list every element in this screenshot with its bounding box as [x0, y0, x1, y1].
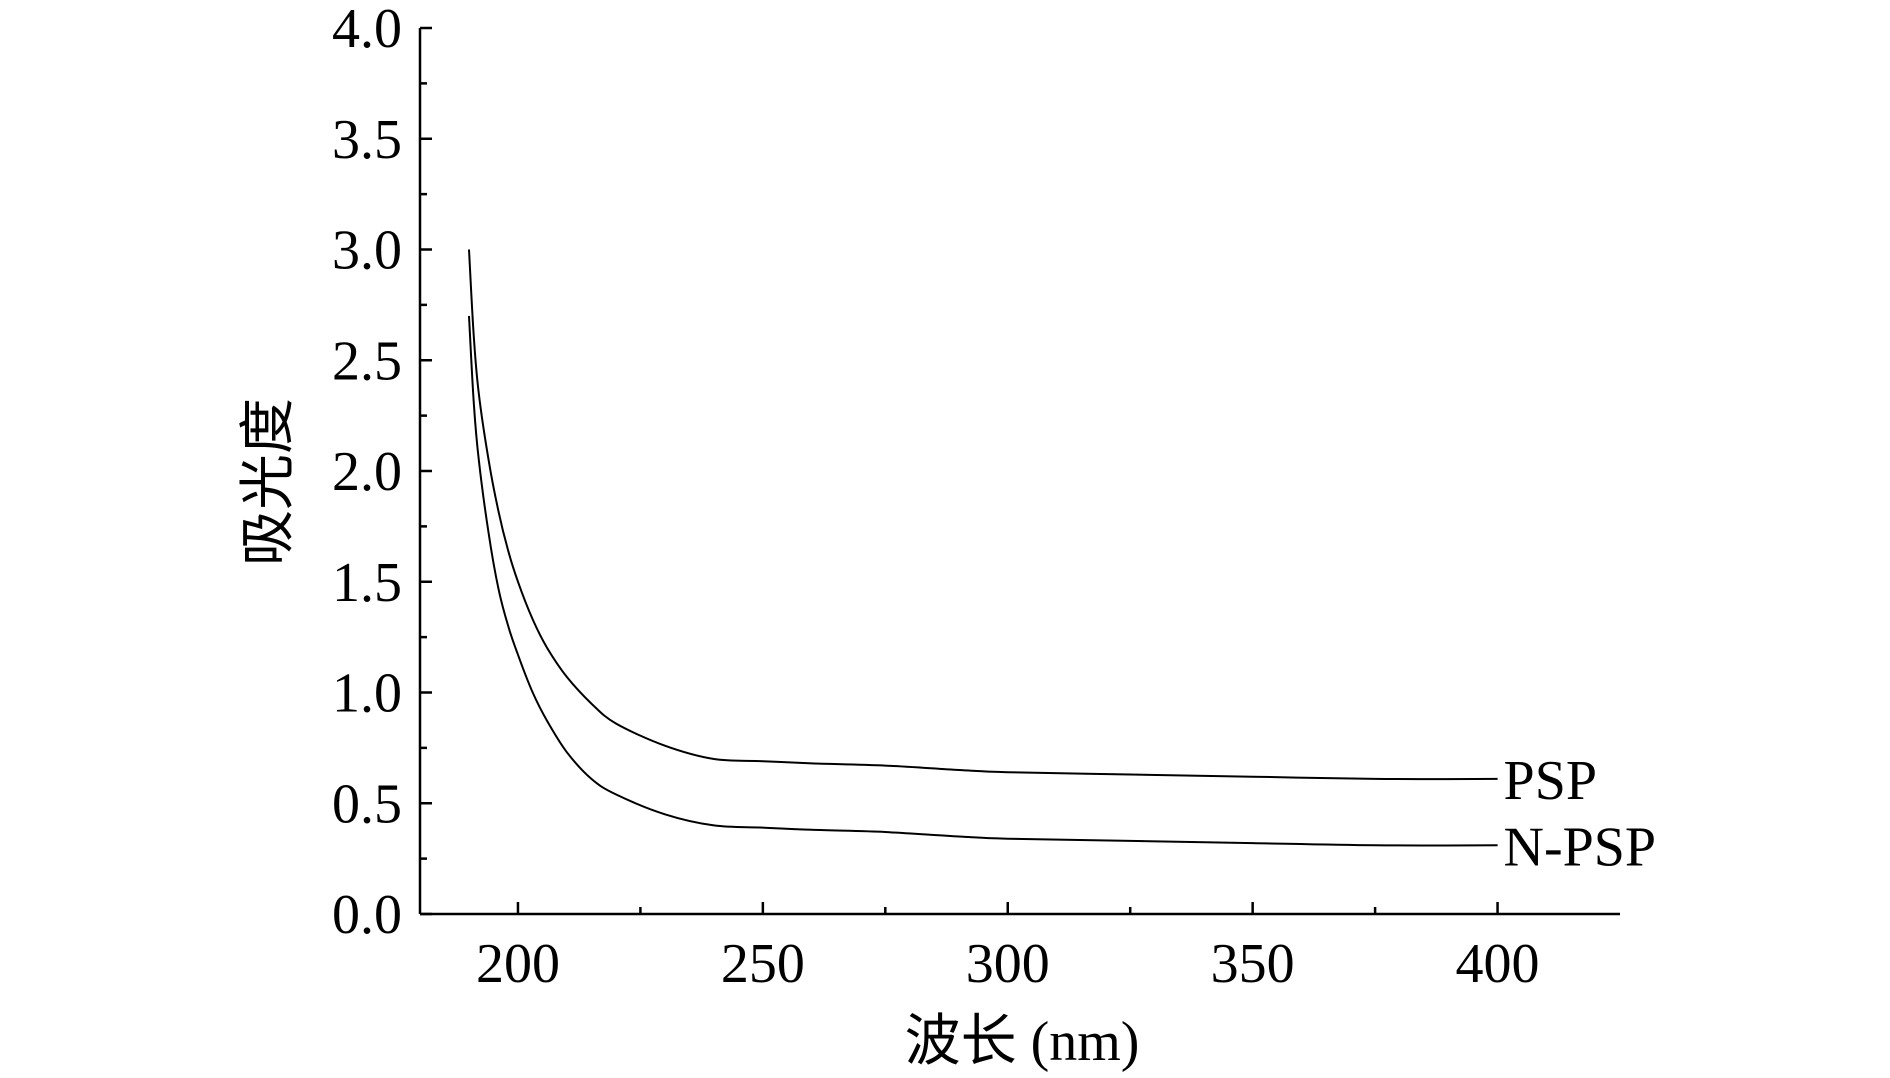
x-tick-label: 250	[721, 933, 805, 995]
series-label-n-psp: N-PSP	[1504, 816, 1657, 878]
y-tick-label: 2.0	[332, 441, 402, 503]
x-tick-label: 300	[966, 933, 1050, 995]
y-axis-ticks: 0.0 0.5 1.0 1.5 2.0 2.5 3.0 3.5 4.0	[332, 0, 432, 946]
series-line-n-psp	[468, 315, 1498, 847]
y-tick-label: 3.5	[332, 109, 402, 171]
x-tick-label: 350	[1211, 933, 1295, 995]
y-tick-label: 1.0	[332, 663, 402, 725]
x-axis-ticks: 200 250 300 350 400	[476, 902, 1540, 995]
series-line-psp	[468, 249, 1498, 781]
x-axis-title: 波长 (nm)	[905, 1011, 1140, 1073]
y-tick-label: 2.5	[332, 330, 402, 392]
y-tick-label: 4.0	[332, 0, 402, 60]
y-tick-label: 0.0	[332, 884, 402, 946]
x-tick-label: 400	[1456, 933, 1540, 995]
axes	[418, 28, 1620, 916]
y-axis-title: 吸光度	[238, 398, 300, 566]
y-tick-label: 3.0	[332, 220, 402, 282]
x-tick-label: 200	[476, 933, 560, 995]
y-tick-label: 0.5	[332, 773, 402, 835]
y-tick-label: 1.5	[332, 552, 402, 614]
series-label-psp: PSP	[1504, 750, 1597, 812]
